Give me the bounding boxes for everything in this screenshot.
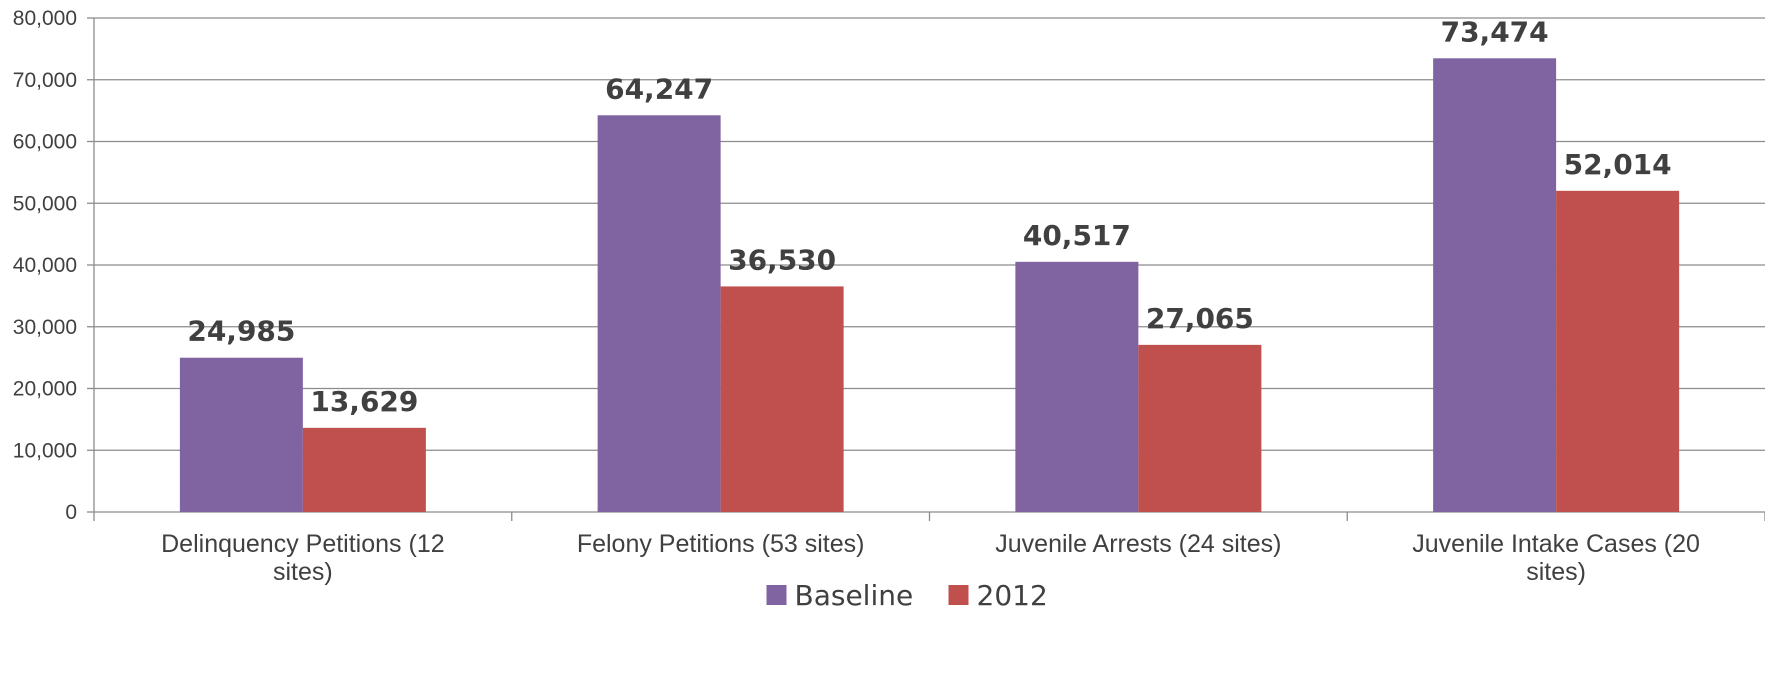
bar-2012-2 (720, 286, 844, 512)
data-label-baseline-3: 40,517 (1023, 219, 1131, 252)
y-tick-label: 50,000 (13, 192, 77, 215)
x-category-label: Juvenile Arrests (24 sites) (995, 530, 1281, 558)
bar-baseline-4 (1433, 58, 1557, 513)
y-tick-label: 0 (65, 501, 77, 524)
x-category-label: Delinquency Petitions (12 sites) (161, 530, 445, 586)
bar-baseline-2 (597, 115, 721, 512)
bars (179, 58, 1680, 513)
y-tick-label: 20,000 (13, 378, 77, 401)
y-tick-label: 30,000 (13, 316, 77, 339)
y-tick-label: 80,000 (13, 7, 77, 30)
y-tick-label: 60,000 (13, 131, 77, 154)
legend: Baseline 2012 (766, 579, 1048, 612)
x-category-label: Felony Petitions (53 sites) (577, 530, 865, 558)
legend-swatch-2012 (948, 585, 969, 605)
bar-baseline-1 (179, 357, 303, 512)
bar-2012-1 (302, 427, 426, 512)
y-tick-label: 40,000 (13, 254, 77, 277)
data-label-2012-3: 27,065 (1146, 302, 1254, 335)
x-category-label-line: sites) (273, 558, 333, 586)
x-category-label-line: Juvenile Arrests (24 sites) (995, 530, 1281, 558)
x-category-label-line: Juvenile Intake Cases (20 (1412, 530, 1700, 558)
data-label-2012-1: 13,629 (310, 385, 418, 418)
bar-2012-3 (1138, 344, 1262, 512)
bar-2012-4 (1556, 190, 1680, 513)
x-category-label-line: sites) (1526, 558, 1586, 586)
y-tick-label: 10,000 (13, 439, 77, 462)
data-label-2012-2: 36,530 (728, 243, 836, 276)
data-label-baseline-4: 73,474 (1441, 15, 1549, 48)
legend-swatch-baseline (766, 585, 787, 605)
gridlines (94, 17, 1765, 451)
data-labels: 24,985 13,629 64,247 36,530 40,517 27,065 73,4… (187, 15, 1671, 418)
x-category-label-line: Delinquency Petitions (12 (161, 530, 445, 558)
bar-baseline-3 (1015, 261, 1139, 512)
legend-label-baseline: Baseline (795, 579, 914, 612)
legend-label-2012: 2012 (977, 579, 1048, 612)
data-label-baseline-2: 64,247 (605, 72, 713, 105)
x-category-label-line: Felony Petitions (53 sites) (577, 530, 865, 558)
data-label-baseline-1: 24,985 (187, 315, 295, 348)
y-tick-label: 70,000 (13, 69, 77, 92)
data-label-2012-4: 52,014 (1564, 148, 1672, 181)
x-category-label: Juvenile Intake Cases (20 sites) (1412, 530, 1700, 586)
axes: 0 10,000 20,000 30,000 40,000 50,000 60,000 70,… (13, 7, 1765, 586)
